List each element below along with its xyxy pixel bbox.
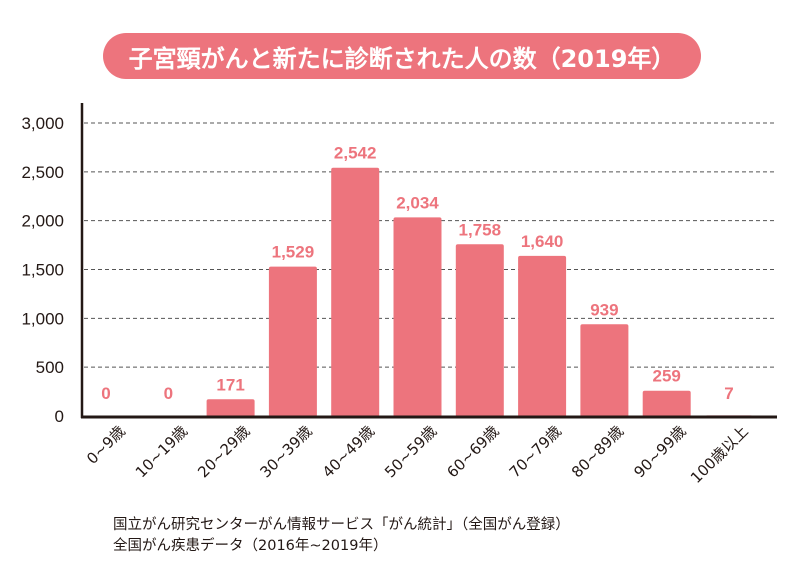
value-label: 259 — [653, 367, 681, 386]
source-note: 国立がん研究センターがん情報サービス「がん統計」（全国がん登録） 全国がん疾患デ… — [113, 515, 570, 557]
bar — [518, 256, 566, 417]
value-label: 2,034 — [396, 193, 439, 212]
bar — [207, 399, 255, 417]
x-tick-label: 50~59歳 — [381, 422, 440, 481]
x-tick-label: 80~89歳 — [568, 422, 627, 481]
y-tick-label: 500 — [36, 358, 64, 377]
y-tick-label: 3,000 — [21, 114, 64, 133]
x-tick-label: 70~79歳 — [506, 422, 565, 481]
bar — [269, 267, 317, 417]
x-tick-label: 40~49歳 — [319, 422, 378, 481]
y-tick-label: 2,500 — [21, 163, 64, 182]
value-label: 2,542 — [334, 144, 377, 163]
value-label: 1,529 — [272, 243, 315, 262]
value-label: 1,758 — [459, 220, 502, 239]
bar — [456, 244, 504, 417]
bar — [394, 217, 442, 417]
value-label: 0 — [164, 384, 173, 403]
x-tick-label: 90~99歳 — [630, 422, 689, 481]
y-tick-label: 1,500 — [21, 261, 64, 280]
x-tick-label: 100歳以上 — [687, 422, 752, 487]
y-tick-label: 2,000 — [21, 212, 64, 231]
x-tick-label: 0~9歳 — [83, 422, 129, 468]
x-tick-label: 10~19歳 — [132, 422, 191, 481]
x-tick-label: 20~29歳 — [194, 422, 253, 481]
y-tick-label: 1,000 — [21, 309, 64, 328]
bar — [331, 168, 379, 417]
source-line-1: 国立がん研究センターがん情報サービス「がん統計」（全国がん登録） — [113, 515, 570, 536]
bar — [643, 391, 691, 417]
x-axis-labels: 0~9歳 10~19歳 20~29歳 30~39歳 40~49歳 50~59歳 60~69歳… — [83, 422, 752, 487]
value-label: 171 — [216, 375, 244, 394]
value-label: 0 — [101, 384, 110, 403]
x-tick-label: 60~69歳 — [443, 422, 502, 481]
value-label: 7 — [724, 384, 733, 403]
source-line-2: 全国がん疾患データ（2016年~2019年） — [113, 536, 570, 557]
value-label: 939 — [590, 300, 618, 319]
y-tick-label: 0 — [55, 407, 64, 426]
x-tick-label: 30~39歳 — [257, 422, 316, 481]
bar — [580, 324, 628, 417]
value-label: 1,640 — [521, 232, 564, 251]
y-axis-ticks: 0 500 1,000 1,500 2,000 2,500 3,000 — [21, 114, 64, 426]
